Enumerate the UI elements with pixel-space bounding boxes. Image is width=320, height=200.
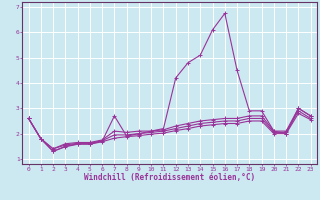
X-axis label: Windchill (Refroidissement éolien,°C): Windchill (Refroidissement éolien,°C): [84, 173, 255, 182]
